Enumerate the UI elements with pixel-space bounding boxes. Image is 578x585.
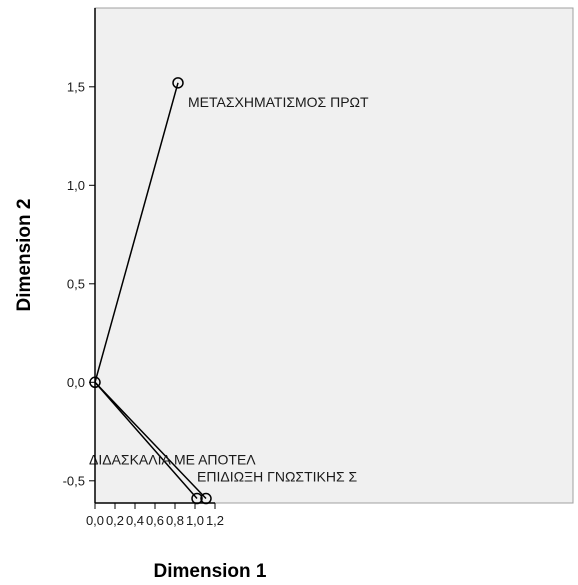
vector-line xyxy=(94,381,198,500)
y-axis-title: Dimension 2 xyxy=(14,199,35,312)
vector-line xyxy=(94,381,207,500)
x-tick-label: 1,2 xyxy=(206,513,224,528)
data-point xyxy=(172,77,184,89)
y-tick-label: 1,5 xyxy=(67,79,85,94)
point-label: ΔΙΔΑΣΚΑΛΙΑ ΜΕ ΑΠΟΤΕΛ xyxy=(89,452,256,468)
x-tick-label: 0,6 xyxy=(146,513,164,528)
vector-line xyxy=(94,82,179,383)
x-tick-label: 0,8 xyxy=(166,513,184,528)
x-tick-label: 1,0 xyxy=(186,513,204,528)
x-axis-title: Dimension 1 xyxy=(154,561,267,582)
y-tick-label: -0,5 xyxy=(63,473,85,488)
y-tick-label: 0,0 xyxy=(67,375,85,390)
point-label: ΜΕΤΑΣΧΗΜΑΤΙΣΜΟΣ ΠΡΩΤ xyxy=(188,94,369,110)
x-tick-label: 0,4 xyxy=(126,513,144,528)
x-tick-label: 0,2 xyxy=(106,513,124,528)
y-tick-label: 0,5 xyxy=(67,276,85,291)
y-tick-label: 1,0 xyxy=(67,178,85,193)
point-label: ΕΠΙΔΙΩΞΗ ΓΝΩΣΤΙΚΗΣ Σ xyxy=(197,469,358,485)
plot-area xyxy=(94,7,574,504)
x-tick-label: 0,0 xyxy=(86,513,104,528)
